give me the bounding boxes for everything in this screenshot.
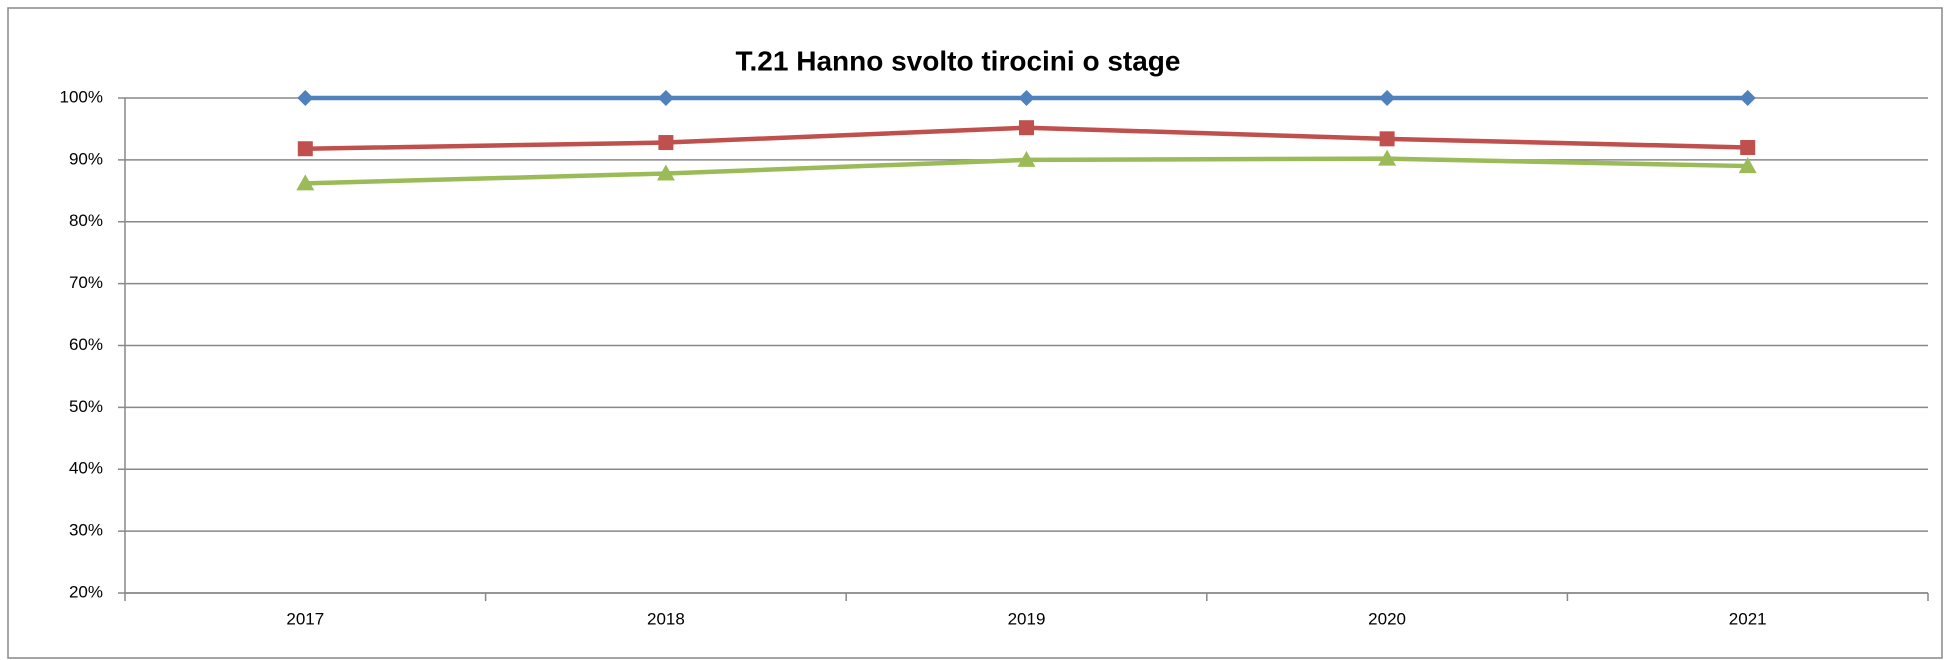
x-tick-label: 2018 bbox=[647, 609, 685, 628]
x-tick-label: 2019 bbox=[1008, 609, 1046, 628]
y-tick-label: 40% bbox=[69, 459, 103, 478]
marker bbox=[1019, 120, 1034, 136]
y-tick-label: 30% bbox=[69, 521, 103, 540]
chart-title: T.21 Hanno svolto tirocini o stage bbox=[736, 45, 1181, 76]
x-tick-label: 2020 bbox=[1368, 609, 1406, 628]
y-tick-label: 70% bbox=[69, 273, 103, 292]
marker bbox=[1379, 90, 1396, 106]
marker bbox=[1017, 150, 1036, 167]
x-tick-label: 2017 bbox=[286, 609, 324, 628]
chart-border bbox=[7, 7, 1943, 659]
marker bbox=[297, 90, 314, 106]
marker bbox=[1018, 90, 1035, 106]
y-tick-label: 20% bbox=[69, 582, 103, 601]
y-tick-label: 100% bbox=[60, 87, 103, 106]
marker bbox=[658, 135, 674, 151]
y-tick-label: 90% bbox=[69, 149, 103, 168]
marker bbox=[1739, 90, 1756, 106]
marker bbox=[296, 174, 315, 191]
y-tick-label: 80% bbox=[69, 211, 103, 230]
y-tick-label: 60% bbox=[69, 335, 103, 354]
x-tick-label: 2021 bbox=[1729, 609, 1767, 628]
marker bbox=[1378, 149, 1397, 166]
marker bbox=[297, 141, 313, 157]
marker bbox=[1379, 131, 1395, 147]
marker bbox=[1740, 140, 1756, 155]
marker bbox=[1738, 157, 1757, 174]
marker bbox=[656, 164, 675, 181]
marker bbox=[657, 90, 674, 106]
y-tick-label: 50% bbox=[69, 397, 103, 416]
